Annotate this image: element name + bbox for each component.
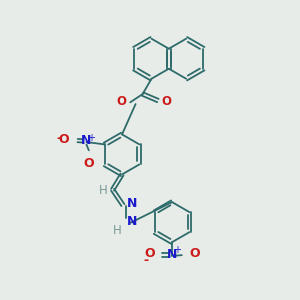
Text: -: - (143, 254, 148, 267)
Text: H: H (113, 224, 122, 237)
Text: +: + (173, 245, 181, 255)
Text: O: O (144, 248, 155, 260)
Text: N: N (126, 197, 137, 210)
Text: O: O (58, 133, 69, 146)
Text: O: O (161, 94, 172, 108)
Text: H: H (99, 184, 108, 197)
Text: N: N (126, 215, 137, 228)
Text: N: N (81, 134, 91, 147)
Text: O: O (116, 94, 126, 108)
Text: -: - (57, 132, 62, 145)
Text: +: + (87, 133, 94, 142)
Text: O: O (190, 248, 200, 260)
Text: O: O (83, 157, 94, 170)
Text: N: N (167, 248, 177, 261)
